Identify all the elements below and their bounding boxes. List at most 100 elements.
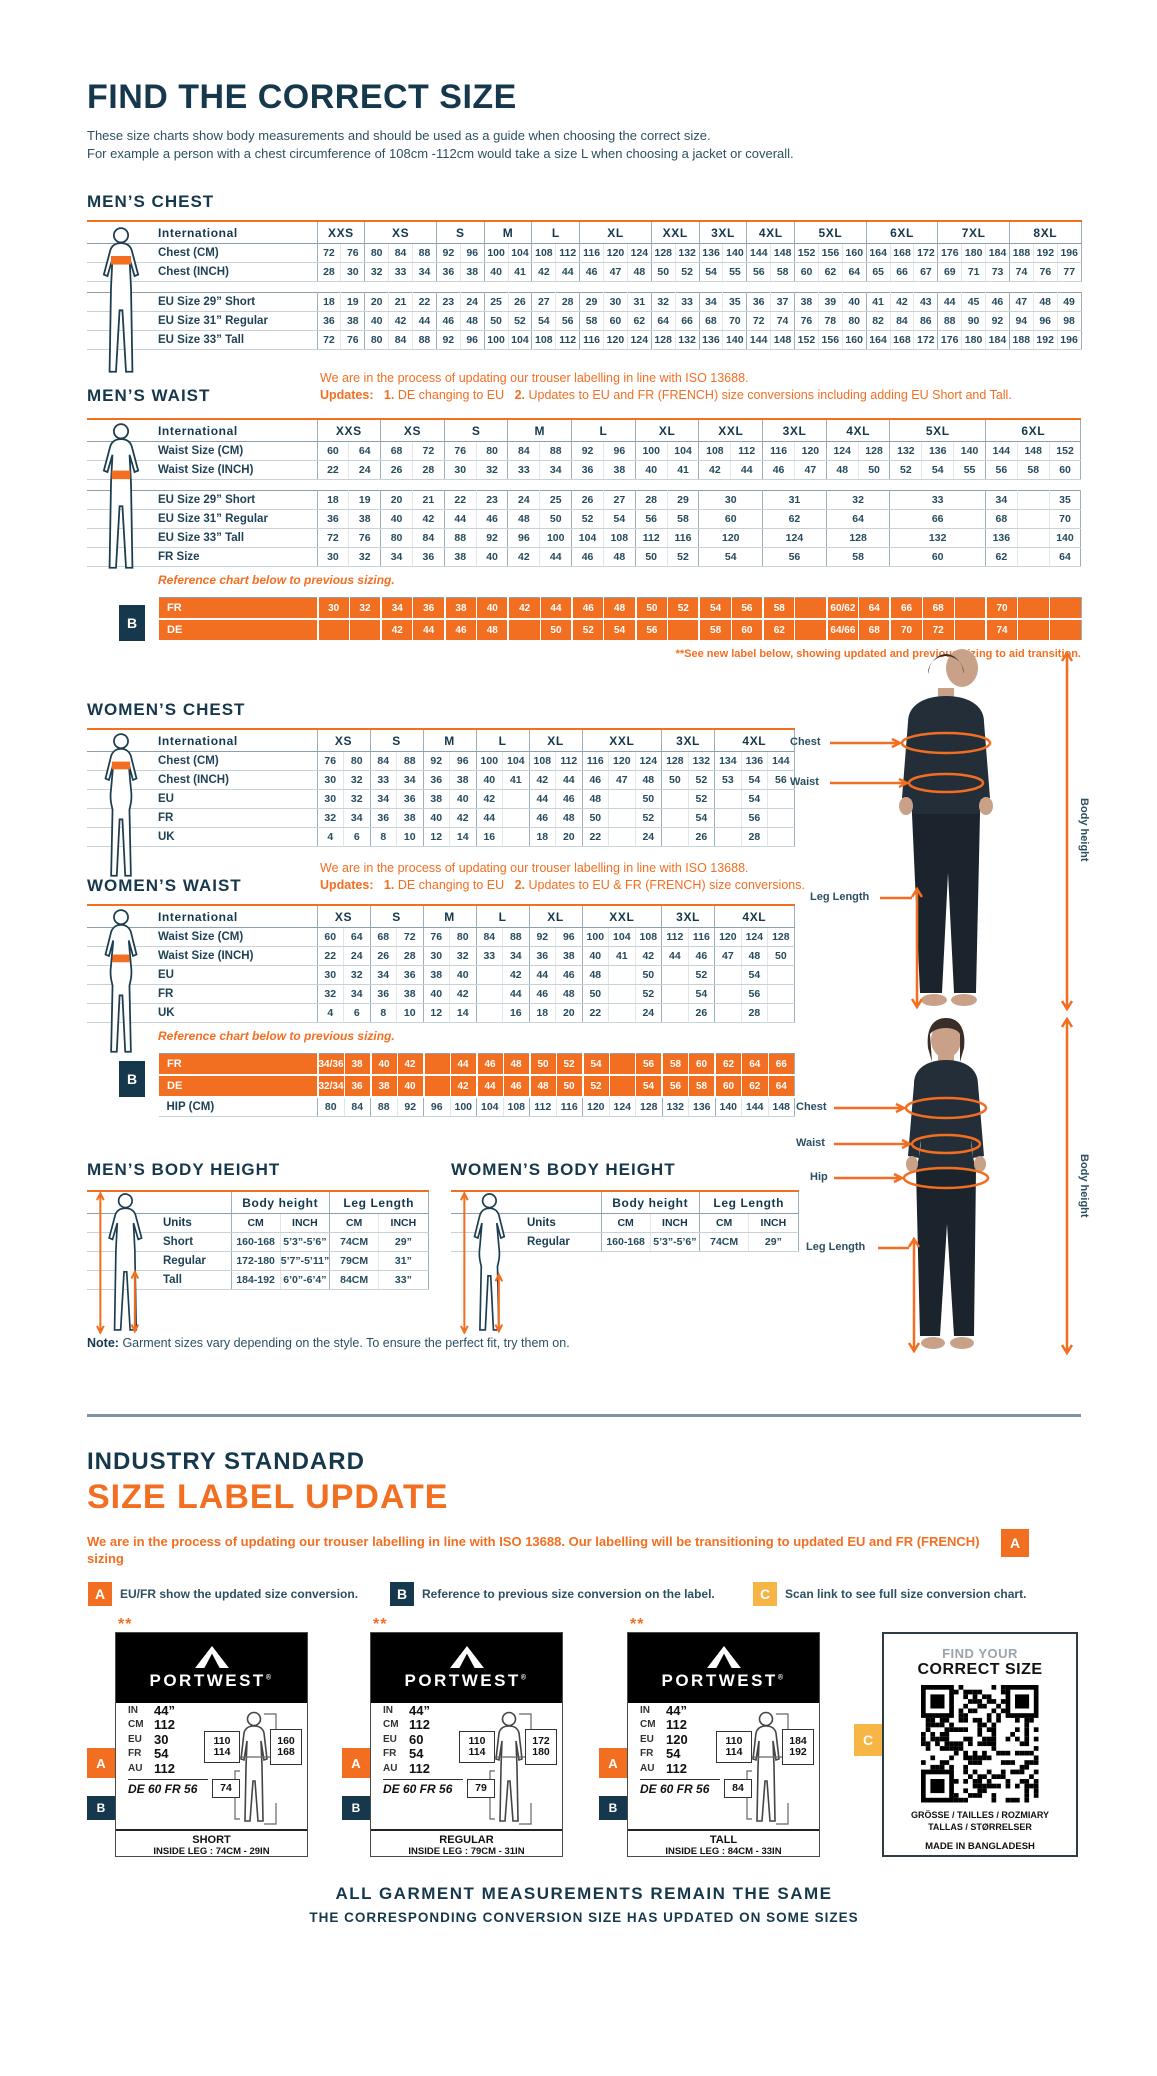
- table-cell: 29: [666, 490, 699, 510]
- table-cell: 44: [528, 965, 556, 985]
- table-cell: 64: [1048, 547, 1081, 567]
- table-cell: 52: [674, 262, 700, 282]
- table-cell: 72: [316, 243, 341, 263]
- table-cell: 34: [698, 292, 723, 312]
- table-cell: 38: [396, 808, 424, 828]
- table-cell: 44: [475, 808, 503, 828]
- table-cell: 60: [714, 1075, 742, 1098]
- size-header: XL: [579, 221, 652, 244]
- portwest-brand: PORTWEST®: [404, 1670, 529, 1690]
- table-cell: 54: [603, 619, 636, 642]
- portwest-diamond-icon: [706, 1645, 741, 1668]
- table-cell: [661, 808, 689, 828]
- table-cell: 82: [865, 311, 890, 331]
- table-cell: 77: [1056, 262, 1082, 282]
- size-field-value: 112: [154, 1760, 175, 1776]
- table-cell: 60: [316, 927, 344, 947]
- table-cell: [608, 789, 636, 809]
- row-label: UK: [87, 1003, 317, 1023]
- table-cell: 136: [688, 1097, 715, 1117]
- table-cell: 124: [634, 751, 662, 771]
- table-cell: 48: [581, 789, 609, 809]
- table-cell: 58: [825, 547, 890, 567]
- table-cell: 136: [921, 441, 954, 461]
- table-cell: 180: [961, 243, 986, 263]
- table-cell: 46: [528, 984, 556, 1004]
- mens-chest-heading: MEN’S CHEST: [87, 192, 215, 211]
- table-cell: [767, 789, 795, 809]
- table-cell: 64/66: [825, 619, 859, 642]
- size-field-key: FR: [128, 1748, 142, 1760]
- table-cell: 64: [841, 262, 867, 282]
- table-cell: 152: [1048, 441, 1081, 461]
- womens-waist-reference-table: FR 34/36 38 40 42 44 46 48 50 52 54 56 58 60 62 64 66 DE 3…: [158, 1053, 795, 1117]
- mens-waist-section: We are in the process of updating our tr…: [87, 370, 1082, 660]
- table-cell: 38: [348, 509, 381, 529]
- table-cell: 48: [626, 262, 652, 282]
- table-cell: 50: [634, 789, 662, 809]
- table-cell: 112: [555, 330, 580, 350]
- table-cell: 40: [369, 1053, 397, 1076]
- table-cell: 50: [483, 311, 508, 331]
- womens-body-height-heading: WOMEN’S BODY HEIGHT: [451, 1160, 676, 1179]
- table-cell: 30: [340, 262, 365, 282]
- size-header: L: [475, 905, 530, 928]
- table-cell: 52: [687, 965, 715, 985]
- table-cell: 100: [581, 927, 609, 947]
- table-cell: 45: [961, 292, 986, 312]
- size-header: 8XL: [1009, 221, 1082, 244]
- size-header: 3XL: [762, 419, 827, 442]
- table-cell: 56: [634, 509, 668, 529]
- table-cell: 64: [650, 311, 676, 331]
- table-cell: 35: [722, 292, 747, 312]
- size-header: M: [422, 905, 477, 928]
- table-cell: 90: [961, 311, 986, 331]
- size-field-value: 60: [409, 1731, 424, 1747]
- table-cell: 44: [937, 292, 962, 312]
- womens-chest-table: International XS S M L XL XXL 3XL 4XL Chest (CM) 7…: [87, 728, 795, 847]
- table-cell: 18: [528, 827, 556, 847]
- table-cell: 34: [380, 547, 413, 567]
- table-cell: 41: [507, 262, 532, 282]
- row-label: Chest (CM): [87, 243, 317, 263]
- table-cell: 46: [581, 770, 609, 790]
- table-cell: 48: [503, 1053, 530, 1076]
- row-label: EU Size 31” Regular: [87, 509, 317, 529]
- table-cell: 60: [889, 547, 986, 567]
- table-cell: 46: [762, 460, 795, 480]
- table-cell: 40: [397, 1075, 424, 1098]
- table-cell: 25: [539, 490, 572, 510]
- table-cell: 8: [369, 827, 397, 847]
- table-cell: 96: [423, 1097, 450, 1117]
- table-cell: 21: [411, 490, 445, 510]
- table-cell: [1017, 597, 1050, 620]
- table-cell: 58: [688, 1075, 715, 1098]
- table-cell: [609, 1053, 636, 1076]
- size-header: S: [369, 905, 424, 928]
- size-header: XXS: [316, 419, 381, 442]
- legend-text: Reference to previous size conversion on…: [422, 1587, 715, 1601]
- table-cell: 120: [603, 243, 628, 263]
- table-cell: [422, 1075, 450, 1098]
- table-cell: 42: [531, 262, 556, 282]
- table-cell: 36: [422, 770, 450, 790]
- table-cell: 42: [449, 808, 477, 828]
- table-cell: 52: [571, 619, 604, 642]
- size-header: Body height: [600, 1191, 700, 1214]
- table-cell: 37: [770, 292, 795, 312]
- table-cell: 92: [475, 528, 508, 548]
- table-cell: 112: [555, 243, 580, 263]
- row-label: FR: [158, 1053, 318, 1076]
- table-cell: 58: [762, 597, 795, 620]
- female-figure-illustration: [834, 1016, 1074, 1356]
- label-b-badge: B: [599, 1796, 627, 1820]
- table-cell: 24: [343, 946, 370, 966]
- table-cell: 92: [435, 243, 461, 263]
- size-field-value: 112: [409, 1760, 430, 1776]
- table-cell: [422, 1053, 450, 1076]
- table-cell: 156: [817, 330, 843, 350]
- table-cell: [1016, 547, 1050, 567]
- table-cell: 22: [316, 946, 344, 966]
- male-measurement-figure: Chest Waist Leg Length Body height: [762, 640, 1107, 1015]
- female-hip-label: Hip: [810, 1171, 828, 1183]
